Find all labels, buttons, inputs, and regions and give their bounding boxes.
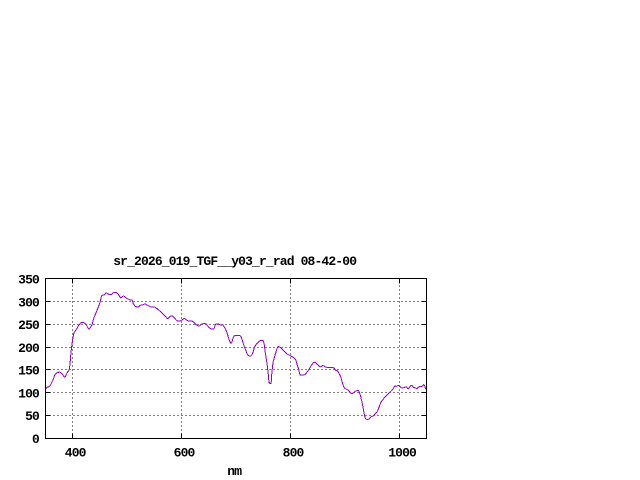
svg-text:nm: nm bbox=[227, 464, 242, 479]
svg-text:sr_2026_019_TGF__y03_r_rad 08-: sr_2026_019_TGF__y03_r_rad 08-42-00 bbox=[113, 254, 357, 269]
svg-text:350: 350 bbox=[18, 273, 40, 288]
svg-text:200: 200 bbox=[18, 341, 40, 356]
svg-text:50: 50 bbox=[25, 409, 40, 424]
svg-text:300: 300 bbox=[18, 295, 40, 310]
svg-text:800: 800 bbox=[283, 446, 305, 461]
svg-text:600: 600 bbox=[174, 446, 196, 461]
svg-text:0: 0 bbox=[32, 432, 40, 447]
svg-text:1000: 1000 bbox=[388, 446, 417, 461]
svg-text:250: 250 bbox=[18, 318, 40, 333]
svg-text:150: 150 bbox=[18, 364, 40, 379]
svg-text:400: 400 bbox=[65, 446, 87, 461]
svg-text:100: 100 bbox=[18, 386, 40, 401]
